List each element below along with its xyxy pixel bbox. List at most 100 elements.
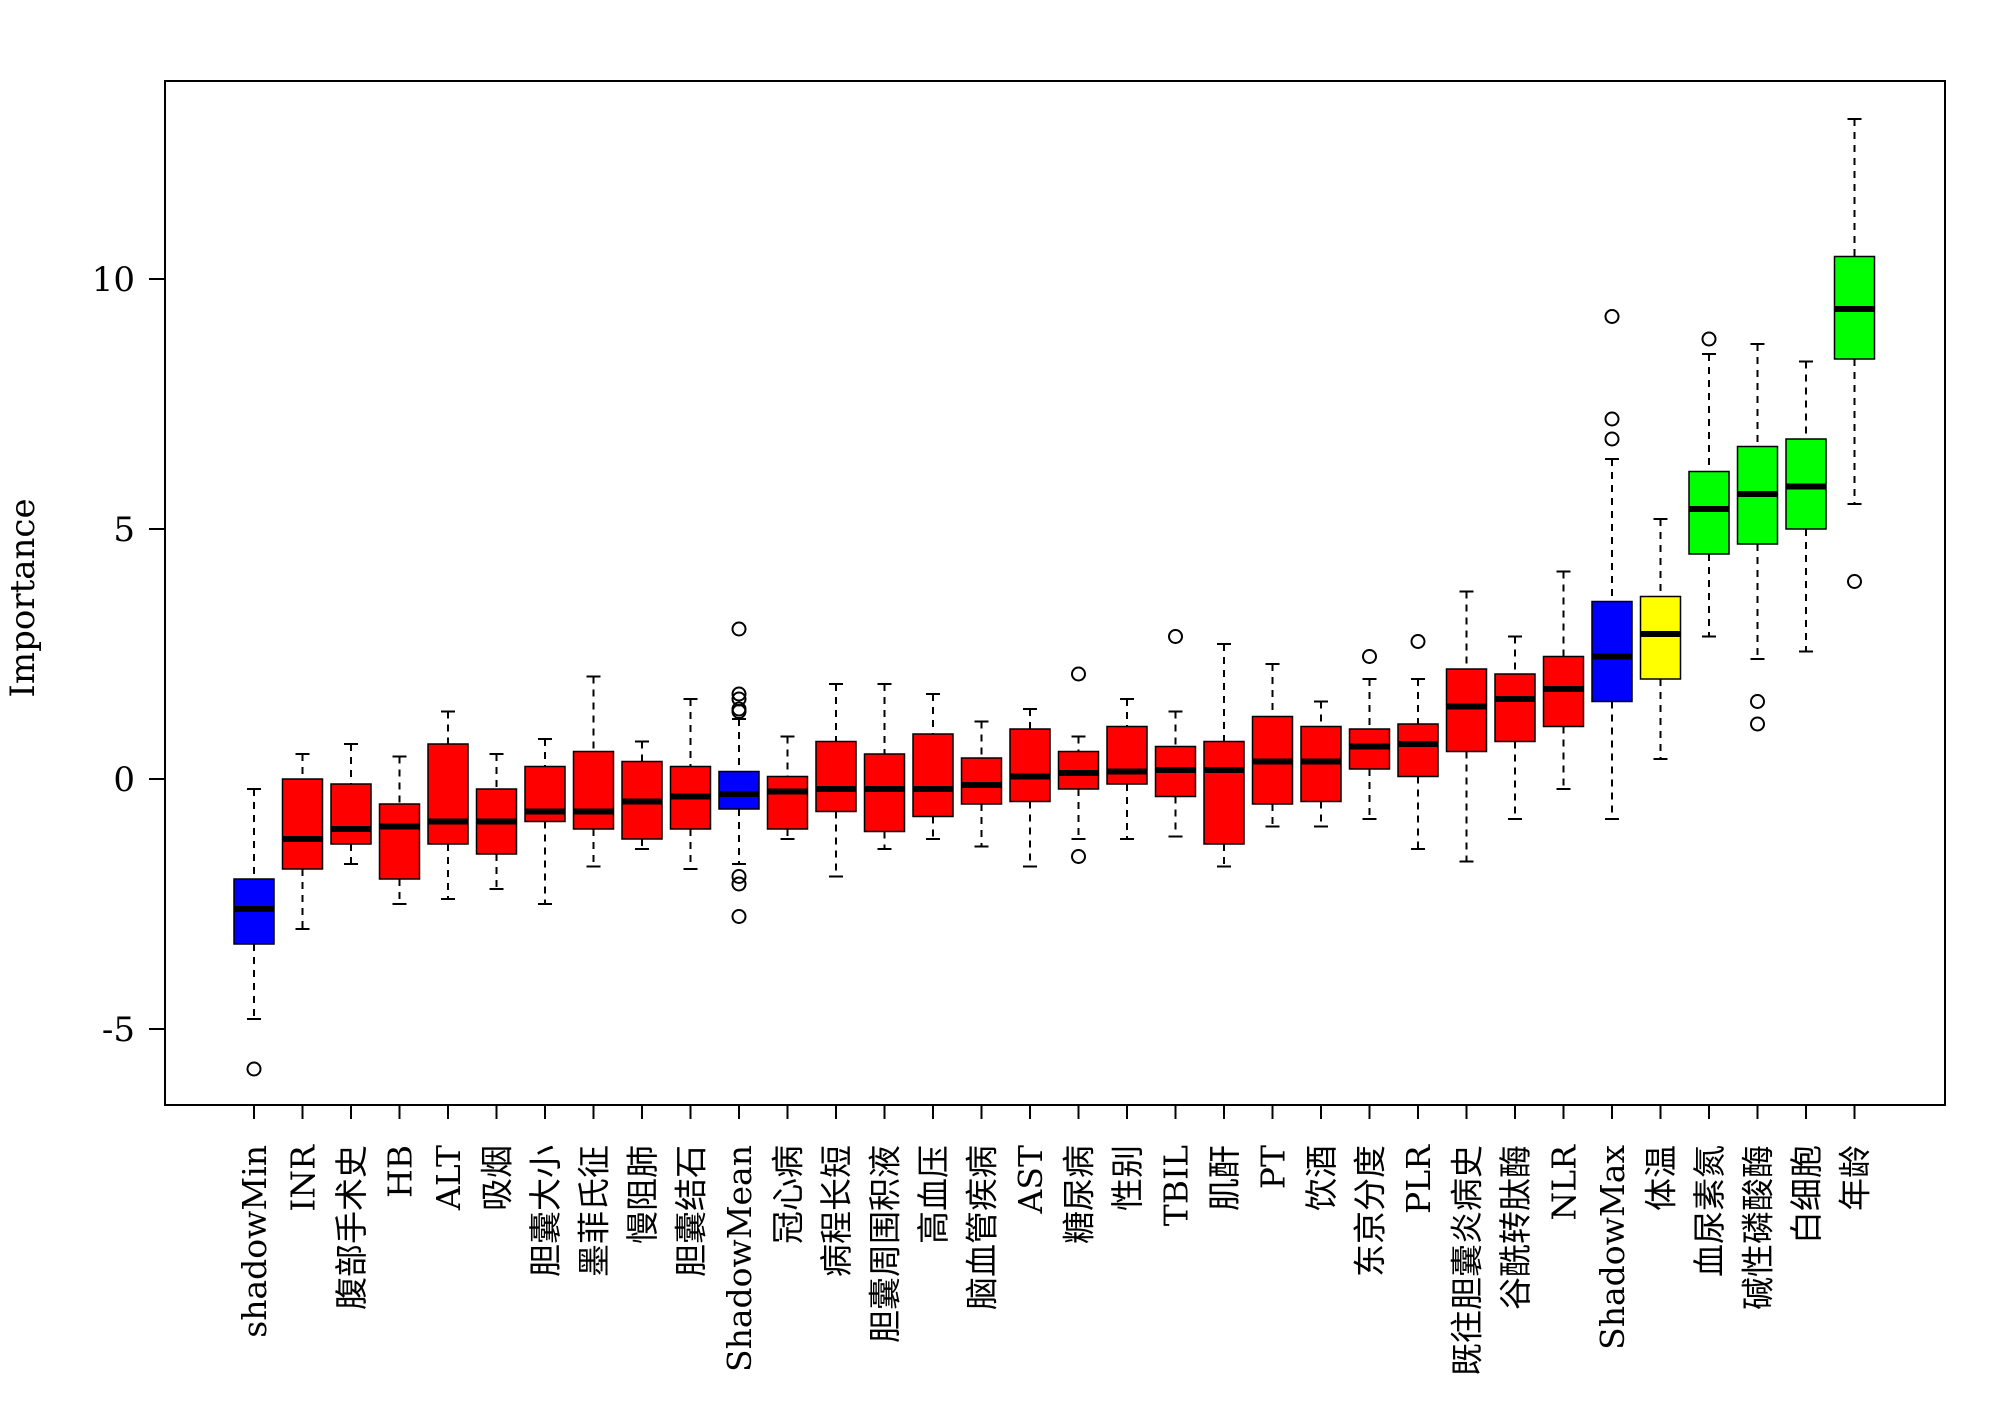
outlier-point xyxy=(1410,634,1426,649)
x-tick-label: 性别 xyxy=(1108,1145,1147,1211)
outlier-point xyxy=(1604,431,1620,447)
x-tick-label: ShadowMean xyxy=(720,1145,759,1372)
box-22 xyxy=(1300,700,1342,828)
box-iqr xyxy=(1639,595,1682,680)
x-tick-label: 脑血管疾病 xyxy=(963,1145,1002,1310)
x-tick-label: 体温 xyxy=(1642,1145,1681,1211)
box-iqr xyxy=(1106,725,1148,785)
x-tick-label: 既往胆囊炎病史 xyxy=(1448,1145,1487,1376)
x-tick-label: 胆囊大小 xyxy=(526,1145,565,1277)
outlier-point xyxy=(731,876,747,892)
box-iqr xyxy=(1009,728,1051,803)
x-tick-label: 腹部手术史 xyxy=(332,1145,371,1310)
box-32 xyxy=(1785,360,1827,653)
outlier-point xyxy=(731,909,747,924)
box-iqr xyxy=(1591,600,1633,703)
outlier-point xyxy=(731,869,747,884)
x-tick-label: 墨菲氏征 xyxy=(575,1145,614,1277)
box-iqr xyxy=(378,803,421,880)
box-iqr xyxy=(718,770,760,810)
box-iqr xyxy=(766,775,809,830)
box-29 xyxy=(1639,518,1682,760)
outlier-point xyxy=(246,1061,262,1077)
x-tick-label: 糖尿病 xyxy=(1060,1145,1099,1244)
x-tick-label: ShadowMax xyxy=(1593,1145,1632,1350)
outlier-point xyxy=(731,621,747,637)
box-iqr xyxy=(1203,740,1245,845)
box-13 xyxy=(863,683,906,850)
outlier-point xyxy=(1701,331,1717,347)
x-tick-label: 东京分度 xyxy=(1351,1145,1390,1277)
x-tick-label: ALT xyxy=(429,1145,468,1211)
box-iqr xyxy=(1445,668,1488,753)
box-5 xyxy=(475,753,518,890)
y-tick-label: 5 xyxy=(113,510,135,550)
x-axis-labels: shadowMin INR 腹部手术史 HB ALT 吸烟 胆囊大小 墨菲氏征 慢阻肺 胆囊结石 S… xyxy=(235,1105,1875,1376)
x-tick-label: 胆囊结石 xyxy=(672,1145,711,1277)
x-tick-label: PT xyxy=(1254,1145,1293,1189)
outlier-point xyxy=(1750,716,1765,732)
box-15 xyxy=(960,720,1003,848)
box-iqr xyxy=(1494,673,1536,743)
x-tick-label: 碱性磷酸酶 xyxy=(1739,1145,1778,1310)
box-iqr xyxy=(1397,723,1439,778)
x-tick-label: NLR xyxy=(1545,1144,1584,1221)
x-tick-label: HB xyxy=(381,1145,420,1198)
box-20 xyxy=(1203,643,1245,868)
box-iqr xyxy=(912,733,954,818)
x-tick-label: shadowMin xyxy=(235,1145,274,1338)
y-axis-label: Importance xyxy=(3,498,43,697)
box-4 xyxy=(427,710,469,900)
y-tick-label: -5 xyxy=(102,1010,135,1050)
box-iqr xyxy=(863,753,906,833)
box-17 xyxy=(1057,666,1100,864)
box-19 xyxy=(1154,629,1197,838)
box-6 xyxy=(524,738,566,905)
box-iqr xyxy=(281,778,324,870)
outlier-point xyxy=(1071,849,1086,864)
box-1 xyxy=(281,753,324,930)
x-tick-label: 胆囊周围积液 xyxy=(866,1145,905,1343)
outlier-point xyxy=(1604,309,1620,324)
box-21 xyxy=(1251,663,1294,828)
x-tick-label: PLR xyxy=(1399,1144,1438,1214)
box-31 xyxy=(1736,343,1779,732)
x-tick-label: 肌酐 xyxy=(1205,1145,1244,1211)
outlier-point xyxy=(1168,629,1183,644)
outlier-point xyxy=(1750,694,1765,709)
x-tick-label: 年龄 xyxy=(1836,1145,1875,1211)
y-tick-label: 10 xyxy=(92,260,135,300)
box-18 xyxy=(1106,698,1148,840)
box-10 xyxy=(718,621,760,924)
box-iqr xyxy=(427,743,469,845)
x-tick-label: 慢阻肺 xyxy=(623,1145,662,1244)
box-16 xyxy=(1009,708,1051,868)
outlier-point xyxy=(1071,666,1086,682)
x-tick-label: 谷酰转肽酶 xyxy=(1496,1145,1535,1310)
x-tick-label: AST xyxy=(1011,1145,1050,1214)
box-iqr xyxy=(330,783,372,845)
box-33 xyxy=(1833,118,1876,589)
x-tick-label: TBIL xyxy=(1157,1145,1196,1226)
x-tick-label: 冠心病 xyxy=(769,1145,808,1244)
box-7 xyxy=(572,675,615,868)
box-30 xyxy=(1688,331,1730,638)
y-axis: -5 0 5 10 xyxy=(92,260,166,1050)
x-tick-label: 高血压 xyxy=(914,1145,953,1244)
x-tick-label: 血尿素氮 xyxy=(1690,1145,1729,1277)
plot-frame xyxy=(164,80,1946,1106)
box-8 xyxy=(621,740,663,850)
x-tick-label: 白细胞 xyxy=(1787,1145,1826,1244)
box-iqr xyxy=(960,757,1003,805)
box-12 xyxy=(815,683,857,878)
box-iqr xyxy=(572,750,615,830)
x-tick-label: 吸烟 xyxy=(478,1145,517,1211)
x-tick-label: 病程长短 xyxy=(817,1145,856,1277)
box-iqr xyxy=(815,740,857,813)
box-14 xyxy=(912,693,954,840)
box-0 xyxy=(233,788,275,1077)
box-3 xyxy=(378,755,421,905)
box-24 xyxy=(1397,634,1439,850)
y-tick-label: 0 xyxy=(113,760,135,800)
box-26 xyxy=(1494,635,1536,820)
